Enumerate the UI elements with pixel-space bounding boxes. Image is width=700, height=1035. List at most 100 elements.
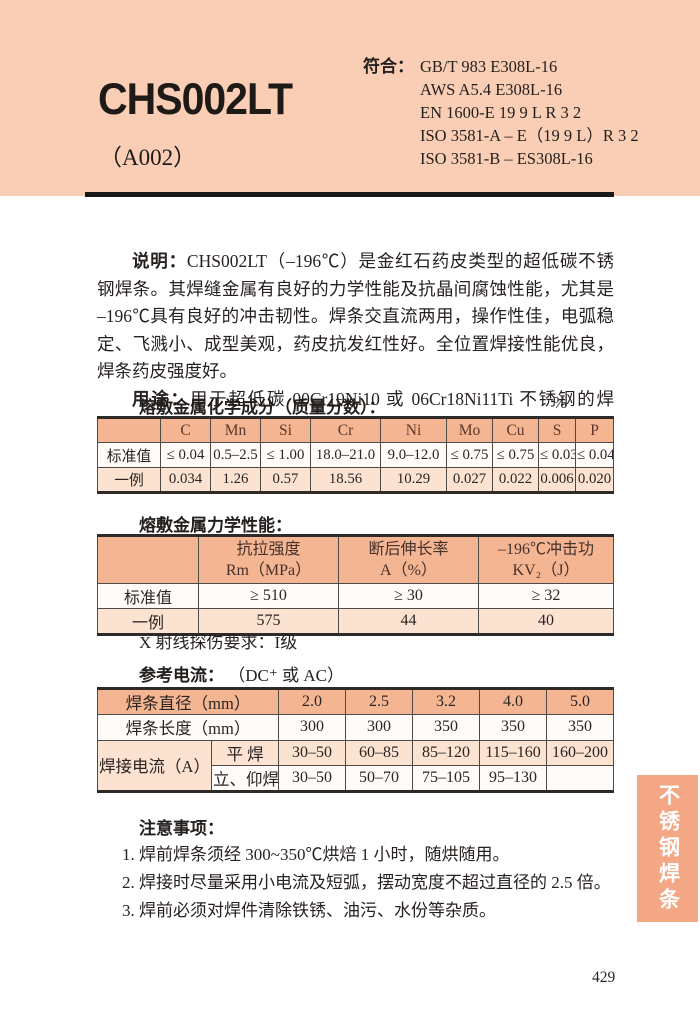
mech-col-line: 断后伸长率 [368,541,449,558]
length-value: 350 [479,714,548,741]
mech-header-row: 抗拉强度 Rm（MPa） 断后伸长率 A（%） –196℃冲击功 KV₂（J） [97,535,614,584]
diameter-value: 2.0 [278,688,347,715]
length-value: 300 [345,714,414,741]
description-label: 说明： [132,251,187,271]
row-label: 一例 [97,608,199,635]
chem-value: 0.5–2.5 [210,442,261,468]
row-label: 焊条长度（mm） [96,714,280,741]
chem-col-header: Si [260,417,311,443]
chem-value: 0.022 [492,467,539,493]
chem-value: 0.034 [160,467,211,493]
chem-col-header: C [160,417,211,443]
length-value: 350 [546,714,615,741]
diameter-value: 4.0 [479,688,548,715]
row-label: 标准值 [97,583,199,609]
category-side-tab: 不锈钢焊条 [637,775,698,922]
chem-value: 0.57 [260,467,311,493]
mech-col-header: –196℃冲击功 KV₂（J） [478,535,614,584]
note-item: 3. 焊前必须对焊件清除铁锈、油污、水份等杂质。 [122,901,496,920]
mechanical-title: 熔敷金属力学性能： [139,516,292,535]
chem-value: 18.0–21.0 [310,442,381,468]
chem-col-header: Cu [492,417,539,443]
chem-standard-row: 标准值 ≤ 0.04 0.5–2.5 ≤ 1.00 18.0–21.0 9.0–… [97,442,614,468]
chem-value: ≤ 0.03 [538,442,576,468]
position-label: 平 焊 [210,739,280,766]
chem-value: ≤ 0.04 [160,442,211,468]
current-value: 85–120 [412,739,481,766]
current-subtitle: （DC⁺ 或 AC） [228,666,344,685]
mech-value: ≥ 30 [338,583,479,609]
standards-block: 符合： GB/T 983 E308L-16 AWS A5.4 E308L-16 … [363,55,639,170]
note-item: 2. 焊接时尽量采用小电流及短弧，摆动宽度不超过直径的 2.5 倍。 [122,873,611,892]
current-value: 75–105 [412,765,481,792]
mech-col-header: 抗拉强度 Rm（MPa） [198,535,339,584]
notes-title: 注意事项： [139,819,224,838]
description-text: CHS002LT（–196℃）是金红石药皮类型的超低碳不锈钢焊条。其焊缝金属有良… [97,251,614,381]
current-value: 50–70 [345,765,414,792]
length-value: 300 [278,714,347,741]
length-row: 焊条长度（mm） 300 300 350 350 350 [96,714,615,741]
mech-col-header: 断后伸长率 A（%） [338,535,479,584]
reference-current-table: 焊条直径（mm） 2.0 2.5 3.2 4.0 5.0 焊条长度（mm） 30… [96,687,615,793]
product-model-title: CHS002LT [98,74,293,124]
chem-header-row: C Mn Si Cr Ni Mo Cu S P [97,417,614,443]
mech-corner-cell [97,535,199,584]
standard-item: ISO 3581-B – ES308L-16 [420,149,593,168]
diameter-value: 3.2 [412,688,481,715]
diameter-row: 焊条直径（mm） 2.0 2.5 3.2 4.0 5.0 [96,688,615,715]
notes-list: 1. 焊前焊条须经 300~350℃烘焙 1 小时，随烘随用。 2. 焊接时尽量… [122,841,622,925]
mech-col-line: –196℃冲击功 [497,541,594,558]
current-value: 95–130 [479,765,548,792]
chem-col-header: P [575,417,614,443]
current-section-header: 参考电流： （DC⁺ 或 AC） [139,661,344,686]
chem-value: 18.56 [310,467,381,493]
chem-example-row: 一例 0.034 1.26 0.57 18.56 10.29 0.027 0.0… [97,467,614,493]
current-value: 160–200 [546,739,615,766]
current-value: 60–85 [345,739,414,766]
chem-value: 9.0–12.0 [380,442,447,468]
mech-col-line: A（%） [380,562,437,579]
mechanical-properties-table: 抗拉强度 Rm（MPa） 断后伸长率 A（%） –196℃冲击功 KV₂（J） … [97,534,614,636]
chem-col-header: Mn [210,417,261,443]
chem-value: ≤ 0.75 [492,442,539,468]
mech-value: 40 [478,608,614,635]
usage-label: 用途： [132,388,190,409]
chem-col-header: Mo [446,417,493,443]
current-value: 115–160 [479,739,548,766]
diameter-value: 5.0 [546,688,615,715]
mech-value: ≥ 32 [478,583,614,609]
chem-col-header: Ni [380,417,447,443]
chem-value: ≤ 0.75 [446,442,493,468]
mech-standard-row: 标准值 ≥ 510 ≥ 30 ≥ 32 [97,583,614,609]
chem-col-header: S [538,417,576,443]
chemical-section-header: 熔敷金属化学成分（质量分数）： % [139,393,613,418]
current-title: 参考电流： [139,666,224,685]
standard-item: EN 1600-E 19 9 L R 3 2 [420,103,582,122]
header-divider-rule [85,192,614,197]
mech-col-line: Rm（MPa） [225,562,312,579]
product-code: （A002） [99,145,197,170]
mech-col-line: KV₂（J） [512,562,580,579]
mech-value: ≥ 510 [198,583,339,609]
category-side-tab-label: 不锈钢焊条 [656,783,680,914]
row-label: 标准值 [97,442,161,468]
chem-value: 0.020 [575,467,614,493]
page-number: 429 [592,969,616,986]
note-item: 1. 焊前焊条须经 300~350℃烘焙 1 小时，随烘随用。 [122,845,510,864]
chemical-title: 熔敷金属化学成分（质量分数）： [139,398,386,417]
chem-value: 1.26 [210,467,261,493]
header-band: CHS002LT （A002） 符合： GB/T 983 E308L-16 AW… [0,0,700,196]
standard-item: GB/T 983 E308L-16 [420,57,558,76]
chemical-unit: % [552,393,567,412]
mech-example-row: 一例 575 44 40 [97,608,614,635]
diameter-value: 2.5 [345,688,414,715]
mech-col-line: 抗拉强度 [236,541,301,558]
row-label: 一例 [97,467,161,493]
standard-item: AWS A5.4 E308L-16 [420,80,563,99]
current-value: 30–50 [278,765,347,792]
chem-value: 0.006 [538,467,576,493]
chem-corner-cell [97,417,161,443]
current-value: 30–50 [278,739,347,766]
conform-label: 符合： [363,57,414,76]
